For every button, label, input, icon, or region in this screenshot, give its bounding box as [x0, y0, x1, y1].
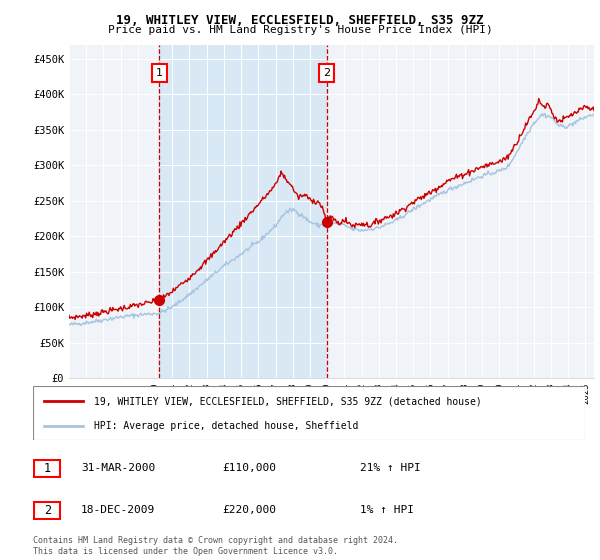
- Text: 19, WHITLEY VIEW, ECCLESFIELD, SHEFFIELD, S35 9ZZ: 19, WHITLEY VIEW, ECCLESFIELD, SHEFFIELD…: [116, 14, 484, 27]
- Text: 2: 2: [44, 504, 51, 517]
- Text: 21% ↑ HPI: 21% ↑ HPI: [360, 463, 421, 473]
- Text: 1% ↑ HPI: 1% ↑ HPI: [360, 505, 414, 515]
- Text: 18-DEC-2009: 18-DEC-2009: [81, 505, 155, 515]
- Bar: [160, 45, 326, 378]
- Text: 2: 2: [323, 68, 330, 78]
- Text: £110,000: £110,000: [222, 463, 276, 473]
- Text: £220,000: £220,000: [222, 505, 276, 515]
- Text: Contains HM Land Registry data © Crown copyright and database right 2024.
This d: Contains HM Land Registry data © Crown c…: [33, 536, 398, 556]
- Text: 1: 1: [156, 68, 163, 78]
- Text: 19, WHITLEY VIEW, ECCLESFIELD, SHEFFIELD, S35 9ZZ (detached house): 19, WHITLEY VIEW, ECCLESFIELD, SHEFFIELD…: [94, 396, 481, 407]
- Text: 1: 1: [44, 462, 51, 475]
- Text: Price paid vs. HM Land Registry's House Price Index (HPI): Price paid vs. HM Land Registry's House …: [107, 25, 493, 35]
- Text: HPI: Average price, detached house, Sheffield: HPI: Average price, detached house, Shef…: [94, 421, 358, 431]
- Text: 31-MAR-2000: 31-MAR-2000: [81, 463, 155, 473]
